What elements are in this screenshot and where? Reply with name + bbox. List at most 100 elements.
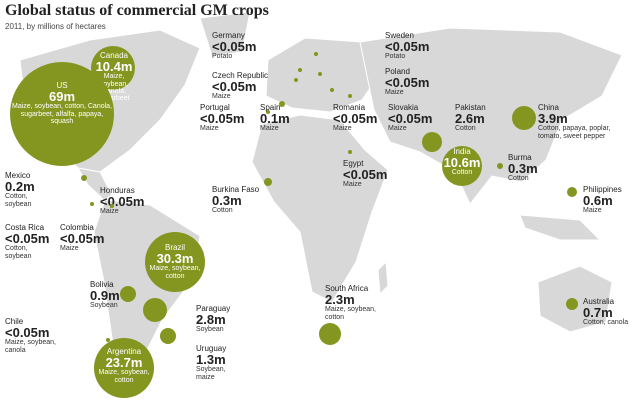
country-label: Mexico 0.2m Cotton, soybean: [5, 171, 55, 208]
title: Global status of commercial GM crops: [5, 2, 269, 19]
subtitle: 2011, by millions of hectares: [5, 22, 106, 31]
country-name: Burma: [508, 153, 532, 162]
country-value: 10.6m: [443, 155, 481, 171]
country-bubble: [330, 88, 334, 92]
country-label: Uruguay 1.3m Soybean, maize: [196, 344, 246, 381]
country-label: Colombia <0.05m Maize: [60, 223, 110, 253]
africa: [251, 114, 389, 303]
country-crops: Cotton: [508, 175, 529, 183]
country-value: 0.3m: [212, 193, 242, 209]
country-value: 30.3m: [156, 251, 194, 267]
country-bubble: [442, 146, 482, 186]
country-label: South Africa 2.3m Maize, soybean, cotton: [325, 284, 395, 321]
country-bubble: [497, 163, 503, 169]
country-value: <0.05m: [5, 325, 50, 341]
country-bubble: [298, 68, 302, 72]
country-crops: Soybean: [90, 302, 118, 310]
country-crops: Cotton: [455, 125, 476, 133]
country-bubble: [160, 328, 176, 344]
country-label: Costa Rica <0.05m Cotton, soybean: [5, 223, 55, 260]
country-value: <0.05m: [212, 79, 257, 95]
country-value: <0.05m: [100, 194, 145, 210]
country-label: India 10.6m Cotton: [442, 147, 482, 177]
country-name: Paraguay: [196, 304, 231, 313]
country-crops: Maize, soybean, cotton: [98, 369, 150, 384]
country-crops: Maize: [583, 207, 602, 215]
country-value: <0.05m: [212, 39, 257, 55]
country-crops: Cotton, canola: [583, 319, 629, 327]
country-name: Bolivia: [90, 280, 114, 289]
country-crops: Soybean, maize: [196, 366, 226, 381]
country-label: Honduras <0.05m Maize: [100, 186, 160, 216]
country-value: 0.2m: [5, 179, 35, 195]
country-value: 3.9m: [538, 111, 568, 127]
country-crops: Maize: [212, 93, 231, 101]
country-bubble: [348, 150, 352, 154]
country-value: <0.05m: [343, 167, 388, 183]
country-bubble: [10, 62, 114, 166]
country-crops: Maize: [200, 125, 219, 133]
country-name: Brazil: [164, 243, 185, 252]
country-label: Bolivia 0.9m Soybean: [90, 280, 130, 310]
europe: [265, 37, 383, 113]
country-crops: Maize, soybean, Canola, sugarbeet: [98, 73, 130, 103]
country-crops: Maize: [388, 125, 407, 133]
country-name: Pakistan: [455, 103, 486, 112]
country-name: Argentina: [106, 347, 142, 356]
country-bubble: [512, 106, 536, 130]
country-crops: Maize: [260, 125, 279, 133]
country-bubble: [318, 72, 322, 76]
country-bubble: [566, 298, 578, 310]
country-name: Uruguay: [196, 344, 227, 353]
country-crops: Maize, soybean, cotton: [149, 265, 201, 280]
country-value: <0.05m: [200, 111, 245, 127]
country-label: Australia 0.7m Cotton, canola: [583, 297, 638, 327]
country-crops: Potato: [385, 53, 406, 61]
country-name: Chile: [5, 317, 24, 326]
country-label: Burma 0.3m Cotton: [508, 153, 548, 183]
country-bubble: [319, 323, 341, 345]
country-name: Philippines: [583, 185, 622, 194]
country-label: Egypt <0.05m Maize: [343, 159, 393, 189]
country-bubble: [294, 78, 298, 82]
country-name: China: [538, 103, 559, 112]
country-name: Egypt: [343, 159, 364, 168]
country-crops: Maize, soybean, canola: [5, 339, 56, 354]
country-bubble: [106, 338, 110, 342]
country-crops: Maize: [343, 181, 362, 189]
country-bubble: [81, 175, 87, 181]
country-name: Slovakia: [388, 103, 419, 112]
country-label: Paraguay 2.8m Soybean: [196, 304, 246, 334]
country-label: Spain 0.1m Maize: [260, 103, 305, 133]
country-bubble: [348, 94, 352, 98]
country-name: Honduras: [100, 186, 135, 195]
country-value: <0.05m: [388, 111, 433, 127]
country-crops: Cotton: [212, 207, 233, 215]
country-crops: Cotton, soybean: [5, 193, 32, 208]
country-value: <0.05m: [385, 39, 430, 55]
country-bubble: [143, 298, 167, 322]
country-name: Czech Republic: [212, 71, 269, 80]
country-name: Sweden: [385, 31, 414, 40]
country-name: Germany: [212, 31, 245, 40]
country-value: 0.6m: [583, 193, 613, 209]
country-value: 10.4m: [95, 59, 133, 75]
country-bubble: [145, 232, 205, 292]
country-value: 0.9m: [90, 288, 120, 304]
country-bubble: [567, 187, 577, 197]
country-label: Chile <0.05m Maize, soybean, canola: [5, 317, 65, 354]
country-label: Poland <0.05m Maize: [385, 67, 445, 97]
country-crops: Maize: [333, 125, 352, 133]
country-bubble: [314, 52, 318, 56]
country-crops: Maize: [385, 89, 404, 97]
country-label: Czech Republic <0.05m Maize: [212, 71, 272, 101]
country-bubble: [90, 202, 94, 206]
country-name: Colombia: [60, 223, 94, 232]
country-crops: Maize: [60, 245, 79, 253]
country-name: Canada: [99, 51, 129, 60]
country-label: China 3.9m Cotton, papaya, poplar, tomato,…: [538, 103, 613, 140]
greenland: [199, 11, 251, 57]
country-value: 2.6m: [455, 111, 485, 127]
country-crops: Maize: [100, 208, 119, 216]
